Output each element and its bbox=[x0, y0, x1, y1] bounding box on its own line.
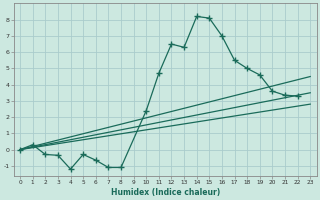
X-axis label: Humidex (Indice chaleur): Humidex (Indice chaleur) bbox=[110, 188, 220, 197]
